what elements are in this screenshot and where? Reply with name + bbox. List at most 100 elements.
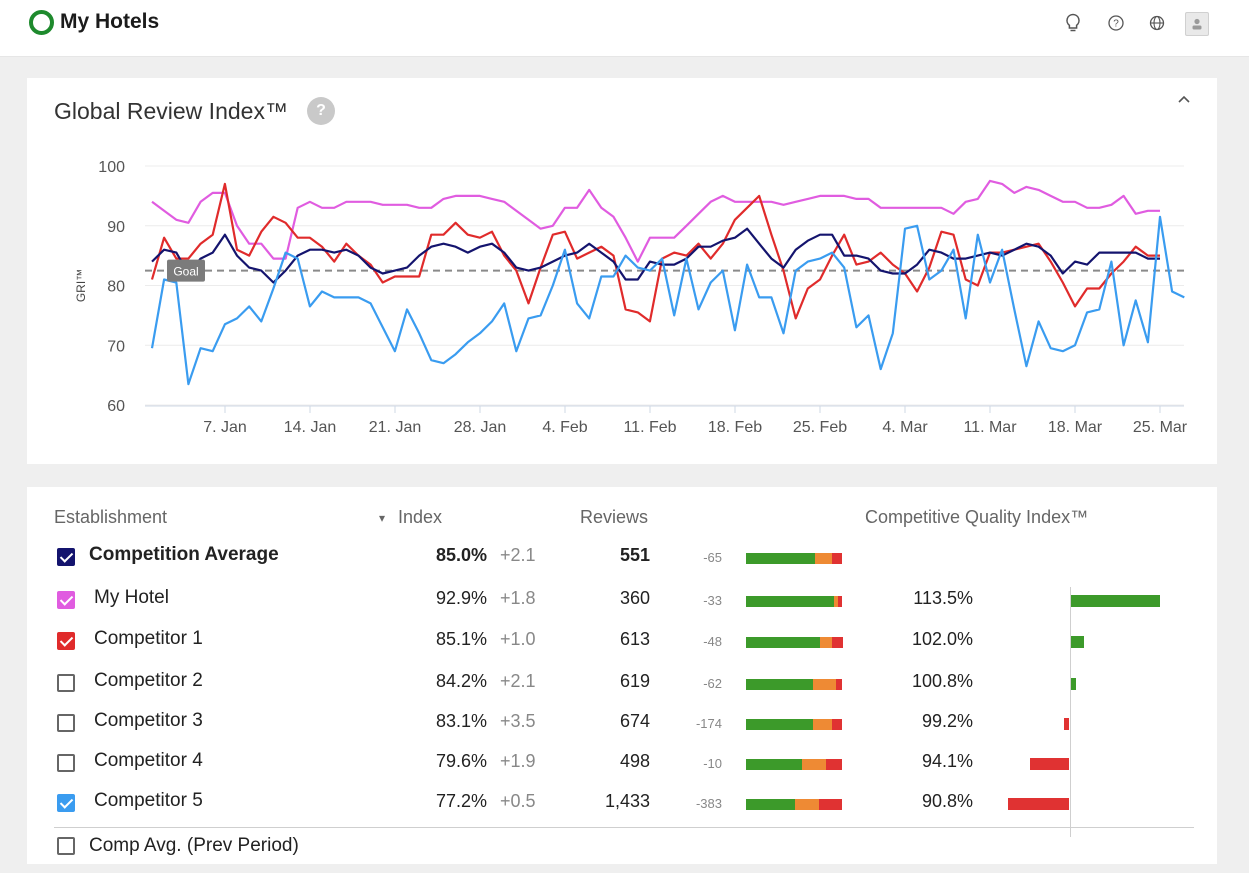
- reviews-change: -174: [695, 716, 722, 731]
- negative-segment: [826, 759, 842, 770]
- review-distribution-bar: [746, 759, 842, 770]
- table-row[interactable]: Competitor 3 83.1% +3.5 674 -174 99.2%: [27, 709, 1217, 749]
- cqi-value: 94.1%: [921, 751, 973, 771]
- collapse-icon[interactable]: [1177, 88, 1191, 109]
- index-change: +1.0: [500, 629, 536, 649]
- row-checkbox[interactable]: [57, 794, 75, 812]
- reviews-count: 551: [619, 545, 650, 565]
- reviews-change: -65: [703, 550, 722, 565]
- table-row[interactable]: Competitor 5 77.2% +0.5 1,433 -383 90.8%: [27, 789, 1217, 829]
- index-value: 84.2%: [435, 671, 487, 691]
- reviews-count: 360: [619, 588, 650, 608]
- row-checkbox[interactable]: [57, 632, 75, 650]
- x-tick-label: 7. Jan: [203, 419, 247, 436]
- series-line: [151, 179, 1160, 263]
- row-checkbox[interactable]: [57, 591, 75, 609]
- index-value: 85.1%: [435, 629, 487, 649]
- cqi-value: 100.8%: [911, 671, 973, 691]
- cqi-bar: [1071, 595, 1161, 607]
- x-tick-label: 25. Feb: [793, 419, 847, 436]
- user-avatar-icon[interactable]: [1185, 12, 1209, 36]
- negative-segment: [832, 553, 842, 564]
- y-tick-label: 70: [107, 338, 125, 355]
- x-tick-label: 21. Jan: [369, 419, 421, 436]
- y-tick-label: 100: [98, 159, 125, 176]
- index-value: 79.6%: [435, 751, 487, 771]
- index-value: 85.0%: [435, 545, 487, 565]
- table-row[interactable]: My Hotel 92.9% +1.8 360 -33 113.5%: [27, 586, 1217, 626]
- neutral-segment: [813, 719, 832, 730]
- establishment-name: Competitor 4: [94, 750, 203, 771]
- header-index[interactable]: Index: [398, 507, 443, 527]
- table-row[interactable]: Competition Average 85.0% +2.1 551 -65: [27, 543, 1217, 583]
- cqi-value: 90.8%: [921, 791, 973, 811]
- svg-text:?: ?: [1113, 19, 1119, 30]
- review-distribution-bar: [746, 679, 842, 690]
- reviews-count: 1,433: [604, 791, 650, 811]
- header-establishment[interactable]: Establishment: [54, 507, 168, 527]
- reviews-change: -10: [703, 756, 722, 771]
- row-checkbox[interactable]: [57, 754, 75, 772]
- index-value: 77.2%: [435, 791, 487, 811]
- establishment-name: Competition Average: [89, 544, 279, 565]
- table-row[interactable]: Competitor 2 84.2% +2.1 619 -62 100.8%: [27, 669, 1217, 709]
- header-reviews[interactable]: Reviews: [580, 507, 649, 527]
- reviews-count: 498: [619, 751, 650, 771]
- lightbulb-icon[interactable]: [1062, 12, 1084, 34]
- negative-segment: [832, 719, 842, 730]
- index-value: 92.9%: [435, 588, 487, 608]
- x-tick-label: 28. Jan: [454, 419, 506, 436]
- negative-segment: [838, 596, 842, 607]
- cqi-bar: [1063, 718, 1069, 730]
- sort-desc-icon[interactable]: ▾: [379, 511, 386, 525]
- globe-icon[interactable]: [1146, 12, 1168, 34]
- review-distribution-bar: [746, 637, 843, 648]
- establishment-name: Competitor 2: [94, 670, 203, 691]
- y-tick-label: 80: [107, 279, 125, 296]
- x-tick-label: 25. Mar: [1133, 419, 1188, 436]
- row-checkbox[interactable]: [57, 548, 75, 566]
- neutral-segment: [815, 553, 832, 564]
- header-cqi[interactable]: Competitive Quality Index™: [865, 507, 1089, 527]
- row-checkbox[interactable]: [57, 714, 75, 732]
- positive-segment: [746, 637, 820, 648]
- positive-segment: [746, 679, 813, 690]
- index-change: +0.5: [500, 791, 536, 811]
- neutral-segment: [820, 637, 832, 648]
- help-icon[interactable]: ?: [307, 97, 335, 125]
- index-change: +1.9: [500, 751, 536, 771]
- cqi-baseline: [1070, 587, 1071, 837]
- y-tick-label: 90: [107, 219, 125, 236]
- checkbox-prev-period[interactable]: [57, 837, 75, 855]
- neutral-segment: [802, 759, 826, 770]
- reviews-change: -383: [695, 796, 722, 811]
- positive-segment: [746, 759, 802, 770]
- neutral-segment: [795, 799, 819, 810]
- row-checkbox[interactable]: [57, 674, 75, 692]
- table-row[interactable]: Competitor 1 85.1% +1.0 613 -48 102.0%: [27, 627, 1217, 667]
- reviews-count: 619: [619, 671, 650, 691]
- series-line: [150, 215, 1185, 386]
- positive-segment: [746, 553, 815, 564]
- y-axis-label: GRI™: [74, 269, 88, 302]
- top-bar: My Hotels ?: [0, 0, 1249, 57]
- help-circle-icon[interactable]: ?: [1105, 12, 1127, 34]
- gri-line-chart: 100 90 80 70 60 7. Jan 14. Jan 21. Jan 28. Jan 4.…: [74, 159, 1188, 436]
- cqi-bar: [1008, 798, 1069, 810]
- establishment-name: Comp Avg. (Prev Period): [89, 835, 299, 856]
- establishment-name: My Hotel: [94, 587, 169, 608]
- review-distribution-bar: [746, 719, 842, 730]
- positive-segment: [746, 799, 795, 810]
- positive-segment: [746, 719, 813, 730]
- review-distribution-bar: [746, 596, 842, 607]
- positive-segment: [746, 596, 834, 607]
- review-distribution-bar: [746, 799, 842, 810]
- table-row-prev-period[interactable]: Comp Avg. (Prev Period): [27, 833, 1217, 873]
- index-change: +1.8: [500, 588, 536, 608]
- x-tick-label: 18. Mar: [1048, 419, 1103, 436]
- cqi-bar: [1071, 636, 1085, 648]
- table-row[interactable]: Competitor 4 79.6% +1.9 498 -10 94.1%: [27, 749, 1217, 789]
- cqi-value: 99.2%: [921, 711, 973, 731]
- cqi-value: 102.0%: [911, 629, 973, 649]
- reviews-count: 674: [619, 711, 650, 731]
